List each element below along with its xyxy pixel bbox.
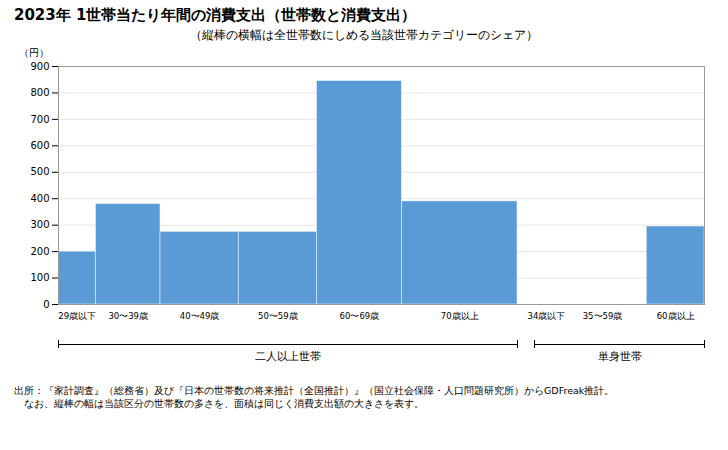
- svg-text:（円）: （円）: [19, 47, 49, 58]
- svg-text:100: 100: [30, 272, 49, 283]
- svg-text:35〜59歳: 35〜59歳: [583, 311, 623, 321]
- html-text:（縦棒の横幅は全世帯数にしめる当該世帯カテゴリーのシェア）: （縦棒の横幅は全世帯数にしめる当該世帯カテゴリーのシェア）: [190, 28, 538, 42]
- svg-text:40〜49歳: 40〜49歳: [180, 311, 220, 321]
- svg-text:0: 0: [43, 299, 49, 310]
- svg-text:60〜69歳: 60〜69歳: [340, 311, 380, 321]
- svg-text:600: 600: [30, 140, 49, 151]
- svg-text:300: 300: [30, 219, 49, 230]
- svg-text:400: 400: [30, 193, 49, 204]
- svg-text:単身世帯: 単身世帯: [598, 350, 642, 363]
- svg-text:50〜59歳: 50〜59歳: [258, 311, 298, 321]
- svg-text:700: 700: [30, 114, 49, 125]
- svg-text:29歳以下: 29歳以下: [58, 311, 96, 321]
- svg-text:200: 200: [30, 246, 49, 257]
- svg-text:60歳以上: 60歳以上: [657, 311, 695, 321]
- svg-text:800: 800: [30, 87, 49, 98]
- html-text:2023年 1世帯当たり年間の消費支出（世帯数と消費支出）: 2023年 1世帯当たり年間の消費支出（世帯数と消費支出）: [14, 6, 417, 24]
- svg-text:34歳以下: 34歳以下: [527, 311, 565, 321]
- svg-text:70歳以上: 70歳以上: [441, 311, 479, 321]
- svg-text:900: 900: [30, 61, 49, 72]
- svg-text:500: 500: [30, 166, 49, 177]
- html-text:なお、縦棒の幅は当該区分の世帯数の多さを、面積は同じく消費支: なお、縦棒の幅は当該区分の世帯数の多さを、面積は同じく消費支出額の大きさを表す。: [14, 398, 424, 409]
- svg-text:二人以上世帯: 二人以上世帯: [255, 350, 321, 363]
- svg-text:30〜39歳: 30〜39歳: [108, 311, 148, 321]
- html-text:出所：『家計調査』（総務省）及び『日本の世帯数の将来推計（全: 出所：『家計調査』（総務省）及び『日本の世帯数の将来推計（全国推計）』（国立社会…: [14, 385, 615, 396]
